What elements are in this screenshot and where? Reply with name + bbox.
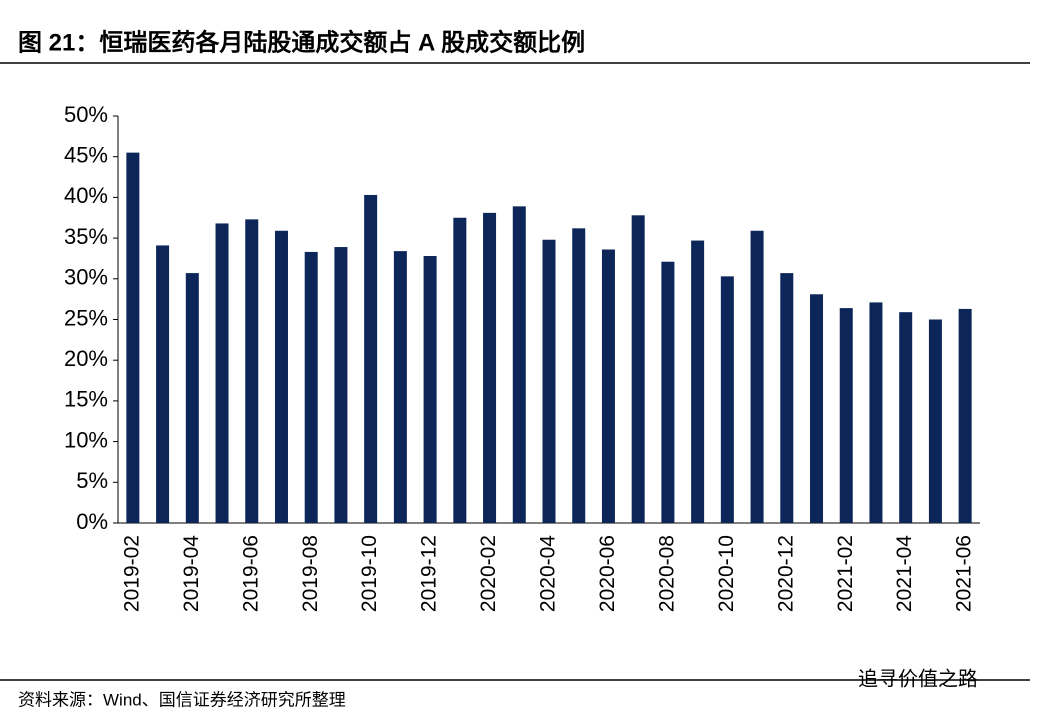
x-tick-label: 2021-02	[834, 535, 857, 612]
bar	[810, 294, 824, 523]
x-tick-label: 2019-06	[239, 535, 262, 612]
bar	[274, 230, 288, 524]
bar	[512, 206, 526, 523]
bar	[601, 249, 615, 523]
source-note: 资料来源：Wind、国信证券经济研究所整理	[18, 690, 346, 709]
x-tick-label: 2020-08	[655, 535, 678, 612]
bar	[453, 217, 467, 523]
x-tick-label: 2019-10	[358, 535, 381, 612]
x-tick-label: 2020-04	[537, 535, 560, 612]
bar	[542, 239, 556, 523]
bar	[572, 228, 586, 523]
x-tick-label: 2019-12	[418, 535, 441, 612]
bar	[126, 152, 140, 523]
bar	[185, 273, 199, 523]
bar	[631, 215, 645, 524]
x-tick-label: 2019-02	[120, 535, 143, 612]
x-tick-label: 2019-04	[180, 535, 203, 612]
bar	[304, 251, 318, 524]
x-tick-label: 2020-10	[715, 535, 738, 612]
y-tick-label: 10%	[64, 427, 108, 452]
y-tick-label: 30%	[64, 265, 108, 290]
bar	[869, 302, 883, 523]
y-tick-label: 0%	[76, 509, 108, 534]
chart-title: 图 21：恒瑞医药各月陆股通成交额占 A 股成交额比例	[18, 28, 585, 56]
bar	[899, 312, 913, 523]
y-tick-label: 35%	[64, 224, 108, 249]
bar	[423, 256, 437, 523]
bar	[661, 261, 675, 523]
y-tick-label: 25%	[64, 305, 108, 330]
bar	[780, 273, 794, 523]
watermark: 追寻价值之路	[858, 667, 978, 690]
bar	[928, 319, 942, 523]
y-tick-label: 20%	[64, 346, 108, 371]
x-tick-label: 2020-06	[596, 535, 619, 612]
x-tick-label: 2021-06	[953, 535, 976, 612]
bar	[720, 276, 734, 523]
bar	[839, 308, 853, 523]
x-tick-label: 2019-08	[299, 535, 322, 612]
bar	[156, 245, 170, 523]
bar	[245, 219, 259, 524]
x-tick-label: 2020-02	[477, 535, 500, 612]
bar	[334, 247, 348, 523]
bar	[483, 212, 497, 523]
bar	[215, 223, 229, 523]
y-tick-label: 5%	[76, 468, 108, 493]
x-tick-label: 2021-04	[893, 535, 916, 612]
y-tick-label: 40%	[64, 183, 108, 208]
bar	[958, 308, 972, 523]
bar	[691, 240, 705, 524]
y-tick-label: 45%	[64, 143, 108, 168]
bar	[750, 230, 764, 524]
bar	[364, 194, 378, 523]
y-tick-label: 50%	[64, 102, 108, 127]
bar	[393, 251, 407, 523]
x-tick-label: 2020-12	[774, 535, 797, 612]
y-tick-label: 15%	[64, 387, 108, 412]
